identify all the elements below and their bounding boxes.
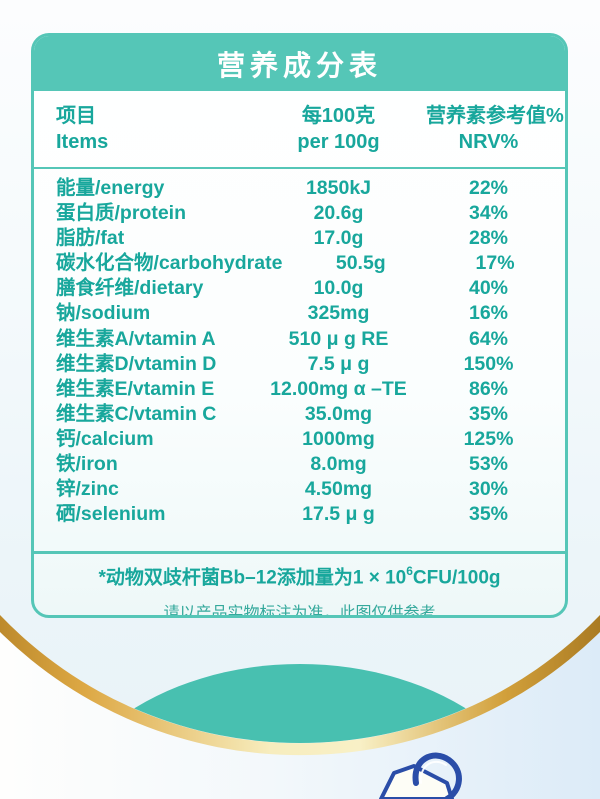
table-row: 维生素A/vtamin A 510 μ g RE 64% — [56, 327, 551, 352]
disclaimer-text: 请以产品实物标注为准，此图仅供参考 — [163, 604, 436, 618]
nutrient-nrv: 28% — [468, 227, 509, 250]
gold-rim — [0, 615, 600, 756]
table-row: 维生素D/vtamin D 7.5 μ g 150% — [56, 352, 551, 377]
table-row: 钙/calcium 1000mg 125% — [56, 427, 551, 452]
nutrient-name: 维生素A/vtamin A — [56, 327, 216, 350]
nutrient-nrv: 40% — [468, 277, 509, 300]
nutrient-name: 维生素E/vtamin E — [56, 377, 215, 400]
nutrient-value: 8.0mg — [310, 453, 367, 476]
nutrient-nrv: 150% — [463, 352, 514, 375]
probiotic-footnote-prefix: *动物双歧杆菌Bb–12添加量为1 × 10 — [98, 567, 407, 589]
table-row: 钠/sodium 325mg 16% — [56, 301, 551, 326]
nutrient-nrv: 53% — [468, 453, 509, 476]
table-row: 能量/energy 1850kJ 22% — [56, 176, 551, 201]
nutrient-name: 蛋白质/protein — [56, 202, 186, 225]
nutrient-nrv: 125% — [463, 427, 514, 450]
nutrient-nrv: 16% — [468, 302, 509, 325]
page-title: 营养成分表 — [216, 49, 382, 81]
nutrient-value: 12.00mg α –TE — [270, 377, 407, 400]
card-header: 营养成分表 — [34, 36, 565, 91]
nutrient-name: 脂肪/fat — [56, 227, 125, 250]
nutrient-value: 35.0mg — [304, 402, 373, 425]
table-row: 维生素E/vtamin E 12.00mg α –TE 86% — [56, 377, 551, 402]
nutrient-nrv: 35% — [468, 503, 509, 526]
milk-jug-icon — [379, 752, 462, 799]
nutrient-value: 4.50mg — [304, 478, 373, 501]
nutrient-nrv: 34% — [468, 202, 509, 225]
table-row: 铁/iron 8.0mg 53% — [56, 452, 551, 477]
probiotic-footnote: *动物双歧杆菌Bb–12添加量为1 × 106CFU/100g — [34, 560, 565, 590]
nutrient-name: 铁/iron — [56, 453, 118, 476]
nutrient-value: 17.0g — [313, 227, 364, 250]
nutrient-nrv: 30% — [468, 478, 509, 501]
table-header-row: 项目 Items 每100克 per 100g 营养素参考值% NRV% — [34, 91, 565, 169]
nutrient-value: 20.6g — [313, 202, 364, 225]
table-row: 碳水化合物/carbohydrate 50.5g 17% — [56, 251, 551, 276]
column-header-per100g-en: per 100g — [297, 131, 380, 153]
nutrient-name: 钠/sodium — [56, 302, 151, 325]
table-row: 维生素C/vtamin C 35.0mg 35% — [56, 402, 551, 427]
nutrient-name: 能量/energy — [56, 177, 165, 199]
table-body: 能量/energy 1850kJ 22% 蛋白质/protein 20.6g 3… — [34, 169, 565, 527]
nutrient-value: 7.5 μ g — [307, 352, 370, 375]
nutrient-value: 325mg — [307, 302, 370, 325]
table-row: 膳食纤维/dietary 10.0g 40% — [56, 276, 551, 301]
column-header-items: 项目 Items — [56, 103, 251, 155]
nutrient-name: 维生素D/vtamin D — [56, 352, 217, 375]
nutrient-nrv: 35% — [468, 402, 509, 425]
nutrient-nrv: 86% — [468, 377, 509, 400]
nutrient-name: 膳食纤维/dietary — [56, 277, 204, 300]
table-row: 脂肪/fat 17.0g 28% — [56, 226, 551, 251]
can-lid-illustration — [0, 615, 600, 799]
nutrient-name: 维生素C/vtamin C — [56, 402, 217, 425]
nutrient-nrv: 22% — [468, 177, 509, 199]
table-row: 硒/selenium 17.5 μ g 35% — [56, 502, 551, 527]
column-header-items-en: Items — [56, 131, 109, 153]
nutrient-name: 硒/selenium — [56, 503, 166, 526]
nutrient-value: 50.5g — [335, 252, 386, 275]
nutrient-nrv: 17% — [475, 252, 515, 275]
table-row: 蛋白质/protein 20.6g 34% — [56, 201, 551, 226]
nutrient-name: 锌/zinc — [56, 478, 119, 501]
nutrient-name: 碳水化合物/carbohydrate — [56, 252, 283, 275]
column-header-nrv-zh: 营养素参考值% — [426, 105, 564, 127]
nutrient-value: 1000mg — [302, 427, 375, 450]
column-header-nrv: 营养素参考值% NRV% — [426, 103, 564, 155]
table-row: 锌/zinc 4.50mg 30% — [56, 477, 551, 502]
column-header-items-zh: 项目 — [56, 105, 96, 127]
nutrient-value: 10.0g — [313, 277, 364, 300]
nutrient-nrv: 64% — [468, 327, 509, 350]
nutrient-value: 17.5 μ g — [302, 503, 375, 526]
probiotic-footnote-suffix: CFU/100g — [412, 567, 501, 589]
column-header-nrv-en: NRV% — [458, 131, 519, 153]
nutrient-value: 510 μ g RE — [288, 327, 389, 350]
probiotic-footnote-superscript: 6 — [406, 564, 413, 579]
column-header-per100g: 每100克 per 100g — [251, 103, 426, 155]
nutrient-name: 钙/calcium — [56, 427, 154, 450]
table-footnote-divider — [34, 551, 565, 555]
nutrient-value: 1850kJ — [305, 177, 372, 199]
column-header-per100g-zh: 每100克 — [301, 105, 376, 127]
nutrition-facts-card: 营养成分表 项目 Items 每100克 per 100g 营养素参考值% NR… — [31, 33, 568, 618]
